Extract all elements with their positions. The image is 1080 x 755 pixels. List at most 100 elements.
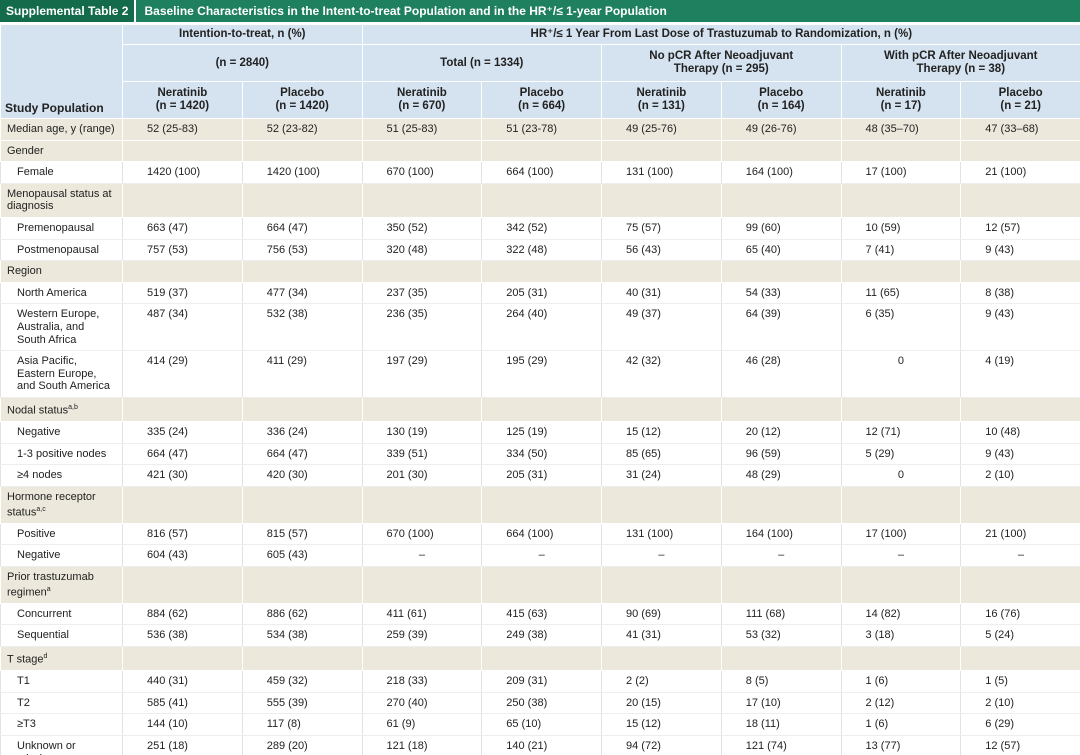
cell-value: 125 (19): [481, 421, 602, 444]
cell-value: 17 (10): [720, 692, 842, 715]
column-header: Placebo (n = 664): [481, 81, 603, 119]
empty-cell: [601, 183, 722, 218]
row-label: Menopausal status at diagnosis: [0, 183, 123, 218]
row-label-text: Asia Pacific, Eastern Europe, and South …: [17, 355, 110, 393]
cell-value: –: [361, 544, 482, 567]
empty-cell: [122, 260, 243, 283]
row-label: T1: [0, 670, 123, 693]
cell-value: 17 (100): [840, 523, 961, 546]
empty-cell: [840, 566, 961, 604]
item-row: Postmenopausal 757 (53) 756 (53) 320 (48) 32…: [0, 239, 1080, 262]
section-row: Median age, y (range) 52 (25-83) 52 (23-82…: [0, 118, 1080, 141]
empty-cell: [241, 260, 363, 283]
cell-value: 8 (5): [720, 670, 842, 693]
item-row: Sequential 536 (38) 534 (38) 259 (39) 249 (3…: [0, 624, 1080, 647]
item-row: Premenopausal 663 (47) 664 (47) 350 (52) 342…: [0, 217, 1080, 240]
section-row: T staged: [0, 646, 1080, 672]
section-row: Gender: [0, 140, 1080, 163]
cell-value: 487 (34): [122, 303, 243, 352]
cell-value: 335 (24): [122, 421, 243, 444]
cell-value: 886 (62): [241, 603, 363, 626]
empty-cell: [361, 566, 482, 604]
row-label-text: Concurrent: [17, 607, 72, 620]
row-label-text: Hormone receptor status: [7, 490, 96, 519]
cell-value: 251 (18): [122, 735, 243, 755]
cell-value: 18 (11): [720, 713, 842, 737]
table-label: Supplemental Table 2: [0, 0, 137, 22]
item-row: T2 585 (41) 555 (39) 270 (40) 250 (38) 20 (15…: [0, 692, 1080, 715]
cell-value: 12 (57): [960, 735, 1080, 755]
column-line: (n = 17): [880, 100, 922, 112]
cell-value: 16 (76): [960, 603, 1080, 626]
cell-value: 342 (52): [481, 217, 602, 240]
cell-value: 555 (39): [241, 692, 363, 715]
column-line: Neratinib: [875, 87, 926, 99]
row-label-text: Gender: [7, 144, 44, 157]
cell-value: 48 (29): [720, 464, 842, 487]
cell-value: 477 (34): [241, 282, 363, 305]
empty-cell: [481, 397, 602, 423]
empty-cell: [720, 260, 842, 283]
cell-value: 664 (47): [241, 443, 363, 466]
row-label: Postmenopausal: [0, 239, 123, 262]
section-row: Hormone receptor statusa,c: [0, 486, 1080, 524]
subgroup-line: (n = 2840): [215, 56, 269, 69]
item-row: Asia Pacific, Eastern Europe, and South …: [0, 350, 1080, 398]
empty-cell: [720, 566, 842, 604]
empty-cell: [122, 397, 243, 423]
empty-cell: [601, 140, 722, 163]
row-label: Positive: [0, 523, 123, 546]
section-row: Menopausal status at diagnosis: [0, 183, 1080, 218]
cell-value: 264 (40): [481, 303, 602, 352]
table-body: Median age, y (range) 52 (25-83) 52 (23-82…: [0, 118, 1080, 755]
header-row: Neratinib (n = 1420) Placebo (n = 1420) Nera…: [1, 81, 1080, 119]
cell-value: 10 (59): [840, 217, 961, 240]
column-line: (n = 1420): [275, 100, 329, 112]
empty-cell: [601, 397, 722, 423]
cell-value: 164 (100): [720, 523, 842, 546]
empty-cell: [361, 397, 482, 423]
cell-value: 52 (25-83): [122, 118, 243, 141]
column-header: Neratinib (n = 670): [361, 81, 483, 119]
cell-value: 94 (72): [601, 735, 722, 755]
cell-value: 195 (29): [481, 350, 602, 398]
cell-value: 670 (100): [361, 523, 482, 546]
cell-value: –: [720, 544, 842, 567]
row-label: Region: [0, 260, 123, 283]
cell-value: 1 (5): [960, 670, 1080, 693]
row-label: Nodal statusa,b: [0, 397, 123, 423]
empty-cell: [122, 183, 243, 218]
row-label: Western Europe, Australia, and South Afr…: [0, 303, 123, 352]
cell-value: 8 (38): [960, 282, 1080, 305]
cell-value: 585 (41): [122, 692, 243, 715]
cell-value: –: [840, 544, 961, 567]
empty-cell: [481, 646, 602, 672]
cell-value: 2 (12): [840, 692, 961, 715]
cell-value: –: [960, 544, 1080, 567]
row-label-text: ≥4 nodes: [17, 469, 63, 482]
column-line: Placebo: [280, 87, 325, 99]
cell-value: 534 (38): [241, 624, 363, 647]
item-row: Western Europe, Australia, and South Afr…: [0, 303, 1080, 352]
cell-value: 320 (48): [361, 239, 482, 262]
cell-value: 663 (47): [122, 217, 243, 240]
empty-cell: [840, 260, 961, 283]
cell-value: 10 (48): [960, 421, 1080, 444]
cell-value: 604 (43): [122, 544, 243, 567]
cell-value: 3 (18): [840, 624, 961, 647]
empty-cell: [241, 397, 363, 423]
title-bar: Supplemental Table 2 Baseline Characteri…: [0, 0, 1080, 24]
cell-value: 85 (65): [601, 443, 722, 466]
cell-value: 131 (100): [601, 523, 722, 546]
column-line: Placebo: [519, 87, 564, 99]
cell-value: 54 (33): [720, 282, 842, 305]
empty-cell: [601, 646, 722, 672]
column-line: Placebo: [998, 87, 1043, 99]
row-label-text: T1: [17, 675, 30, 688]
row-label-text: T stage: [7, 653, 44, 666]
cell-value: 411 (29): [241, 350, 363, 398]
cell-value: 46 (28): [720, 350, 842, 398]
empty-cell: [960, 646, 1080, 672]
cell-value: 51 (23-78): [481, 118, 602, 141]
cell-value: 664 (47): [241, 217, 363, 240]
